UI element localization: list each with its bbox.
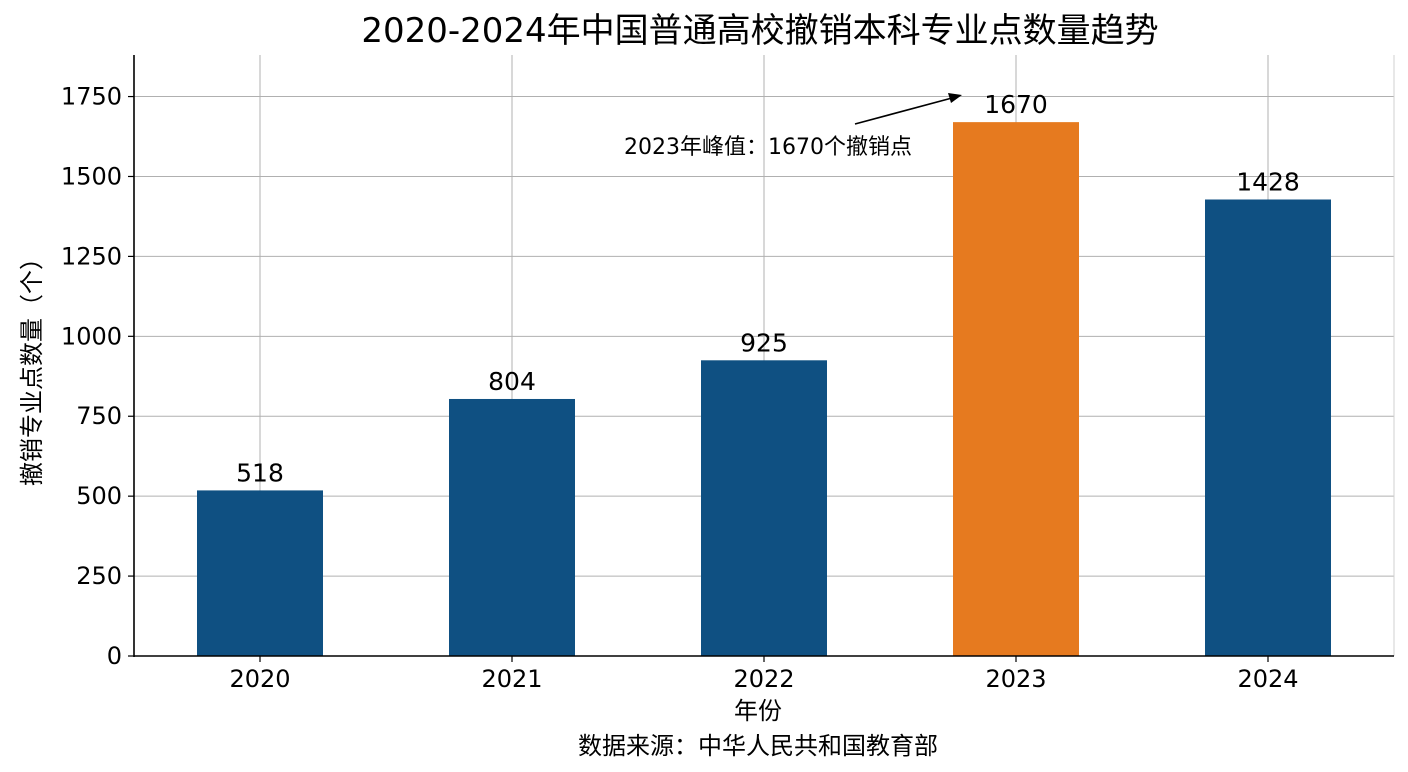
bar-2024: [1205, 199, 1331, 657]
bar-2020: [197, 490, 323, 656]
y-tick-label: 1750: [61, 83, 122, 111]
x-tick-label: 2024: [1237, 665, 1298, 693]
annotation: 2023年峰值：1670个撤销点: [624, 93, 962, 160]
y-tick-label: 750: [76, 402, 122, 430]
x-tick-label: 2022: [733, 665, 794, 693]
bars: [197, 122, 1331, 657]
x-axis-label: 年份: [734, 697, 782, 725]
y-tick-label: 500: [76, 482, 122, 510]
source-note: 数据来源：中华人民共和国教育部: [578, 732, 938, 760]
chart-title: 2020-2024年中国普通高校撤销本科专业点数量趋势: [361, 11, 1158, 51]
y-axis-ticks: 0 250 500 750 1000 1250 1500 1750: [61, 83, 134, 670]
annotation-arrowhead-icon: [948, 93, 962, 103]
data-label-2023: 1670: [984, 90, 1048, 119]
bar-2021: [449, 398, 575, 656]
bar-2022: [701, 360, 827, 656]
x-axis-ticks: 2020 2021 2022 2023 2024: [229, 656, 1299, 693]
data-label-2021: 804: [488, 367, 536, 396]
bar-2023: [953, 122, 1079, 656]
y-tick-label: 1250: [61, 242, 122, 270]
annotation-arrow: [854, 97, 953, 125]
y-tick-label: 1000: [61, 322, 122, 350]
x-tick-label: 2021: [481, 665, 542, 693]
data-label-2020: 518: [236, 458, 284, 487]
y-tick-label: 1500: [61, 162, 122, 190]
y-tick-label: 0: [107, 642, 122, 670]
y-tick-label: 250: [76, 562, 122, 590]
data-label-2024: 1428: [1236, 167, 1300, 196]
data-label-2022: 925: [740, 328, 788, 357]
y-axis-label: 撤销专业点数量（个）: [18, 246, 46, 486]
data-labels: 518 804 925 1670 1428: [236, 90, 1300, 487]
x-tick-label: 2023: [985, 665, 1046, 693]
annotation-text: 2023年峰值：1670个撤销点: [624, 135, 912, 160]
x-tick-label: 2020: [229, 665, 290, 693]
